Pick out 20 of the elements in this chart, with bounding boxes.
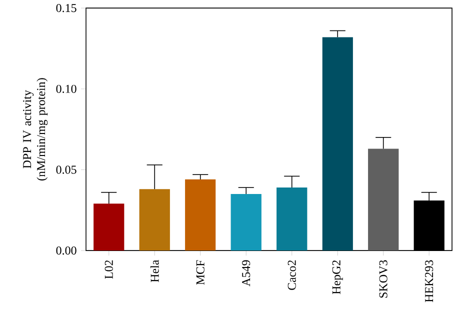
x-tick-label: HEK293: [425, 260, 434, 302]
x-tick-label: A549: [242, 260, 250, 286]
x-tick-label: Hela: [150, 260, 159, 282]
y-tick-label: 0.00: [56, 246, 76, 255]
bar: [139, 189, 170, 251]
bar: [94, 204, 124, 251]
y-axis-title: DPP IV activity (nM/min/mg protein): [23, 78, 48, 180]
y-tick-label: 0.10: [56, 84, 76, 93]
x-tick-label: L02: [104, 260, 113, 279]
bar: [276, 187, 308, 251]
x-tick-label: Caco2: [288, 260, 296, 290]
y-tick-label: 0.15: [56, 4, 76, 12]
bar: [185, 179, 216, 251]
y-tick-label: 0.05: [56, 166, 76, 174]
bar: [230, 194, 262, 251]
x-tick-label: HepG2: [332, 260, 343, 294]
bar: [322, 37, 353, 251]
bar: [368, 148, 399, 251]
x-tick-label: SKOV3: [379, 260, 388, 298]
x-tick-label: MCF: [196, 260, 204, 285]
